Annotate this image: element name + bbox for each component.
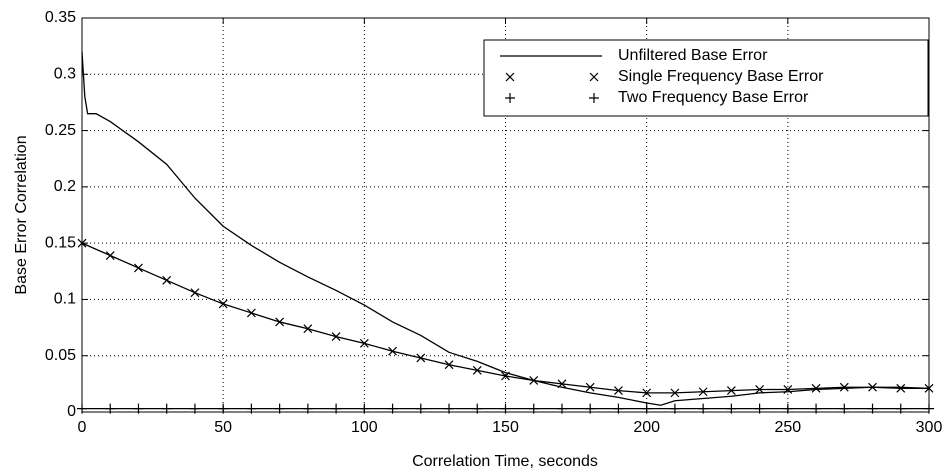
- x-tick-label: 150: [492, 419, 519, 436]
- legend-marker: [505, 93, 515, 103]
- y-tick-label: 0.35: [45, 9, 76, 26]
- y-tick-label: 0.2: [54, 178, 76, 195]
- y-tick-label: 0.15: [45, 234, 76, 251]
- legend-box: [483, 39, 929, 117]
- x-tick-label: 250: [774, 419, 801, 436]
- series-marker: [614, 386, 623, 396]
- x-tick-label: 100: [351, 419, 378, 436]
- series-marker: [444, 360, 454, 370]
- series-marker: [557, 379, 567, 389]
- series-marker: [868, 382, 877, 392]
- series-marker: [246, 308, 256, 318]
- series-marker: [190, 288, 200, 298]
- y-tick-label: 0.3: [54, 66, 76, 83]
- series-marker: [585, 382, 595, 392]
- x-tick-label: 200: [633, 419, 660, 436]
- series-marker: [331, 332, 341, 342]
- legend-label: Two Frequency Base Error: [618, 89, 809, 106]
- series-marker: [783, 385, 793, 394]
- x-axis-label: Correlation Time, seconds: [412, 453, 598, 470]
- series-marker: [105, 251, 115, 260]
- x-tick-label: 0: [78, 419, 87, 436]
- plot-frame: [81, 17, 930, 413]
- series-marker: [670, 388, 680, 398]
- series-marker: [896, 383, 906, 393]
- series-line: [81, 51, 930, 406]
- series-marker: [472, 365, 482, 375]
- series-marker: [726, 386, 736, 396]
- legend-label: Unfiltered Base Error: [618, 47, 768, 64]
- series-marker: [501, 371, 510, 381]
- x-tick-label: 300: [916, 419, 943, 436]
- series-marker: [642, 388, 652, 398]
- series-marker: [755, 385, 765, 394]
- x-tick-label: 50: [214, 419, 232, 436]
- legend-label: Single Frequency Base Error: [618, 68, 824, 85]
- series-marker: [218, 299, 228, 309]
- y-tick-label: 0.25: [45, 122, 76, 139]
- series-marker: [388, 346, 397, 356]
- legend-marker: [589, 72, 599, 82]
- series-marker: [698, 387, 708, 397]
- series-marker: [416, 353, 426, 363]
- y-axis-label: Base Error Correlation: [13, 135, 30, 294]
- series-marker: [303, 324, 313, 334]
- series-marker: [162, 275, 172, 285]
- y-tick-label: 0: [67, 403, 76, 420]
- legend-marker: [589, 93, 599, 103]
- series-marker: [134, 263, 143, 273]
- y-tick-label: 0.1: [54, 291, 76, 308]
- legend-marker: [505, 72, 515, 82]
- series-marker: [839, 382, 849, 392]
- series-marker: [811, 383, 821, 393]
- series-marker: [359, 338, 369, 348]
- series-marker: [529, 376, 539, 385]
- y-tick-label: 0.05: [45, 347, 76, 364]
- series-marker: [275, 317, 285, 327]
